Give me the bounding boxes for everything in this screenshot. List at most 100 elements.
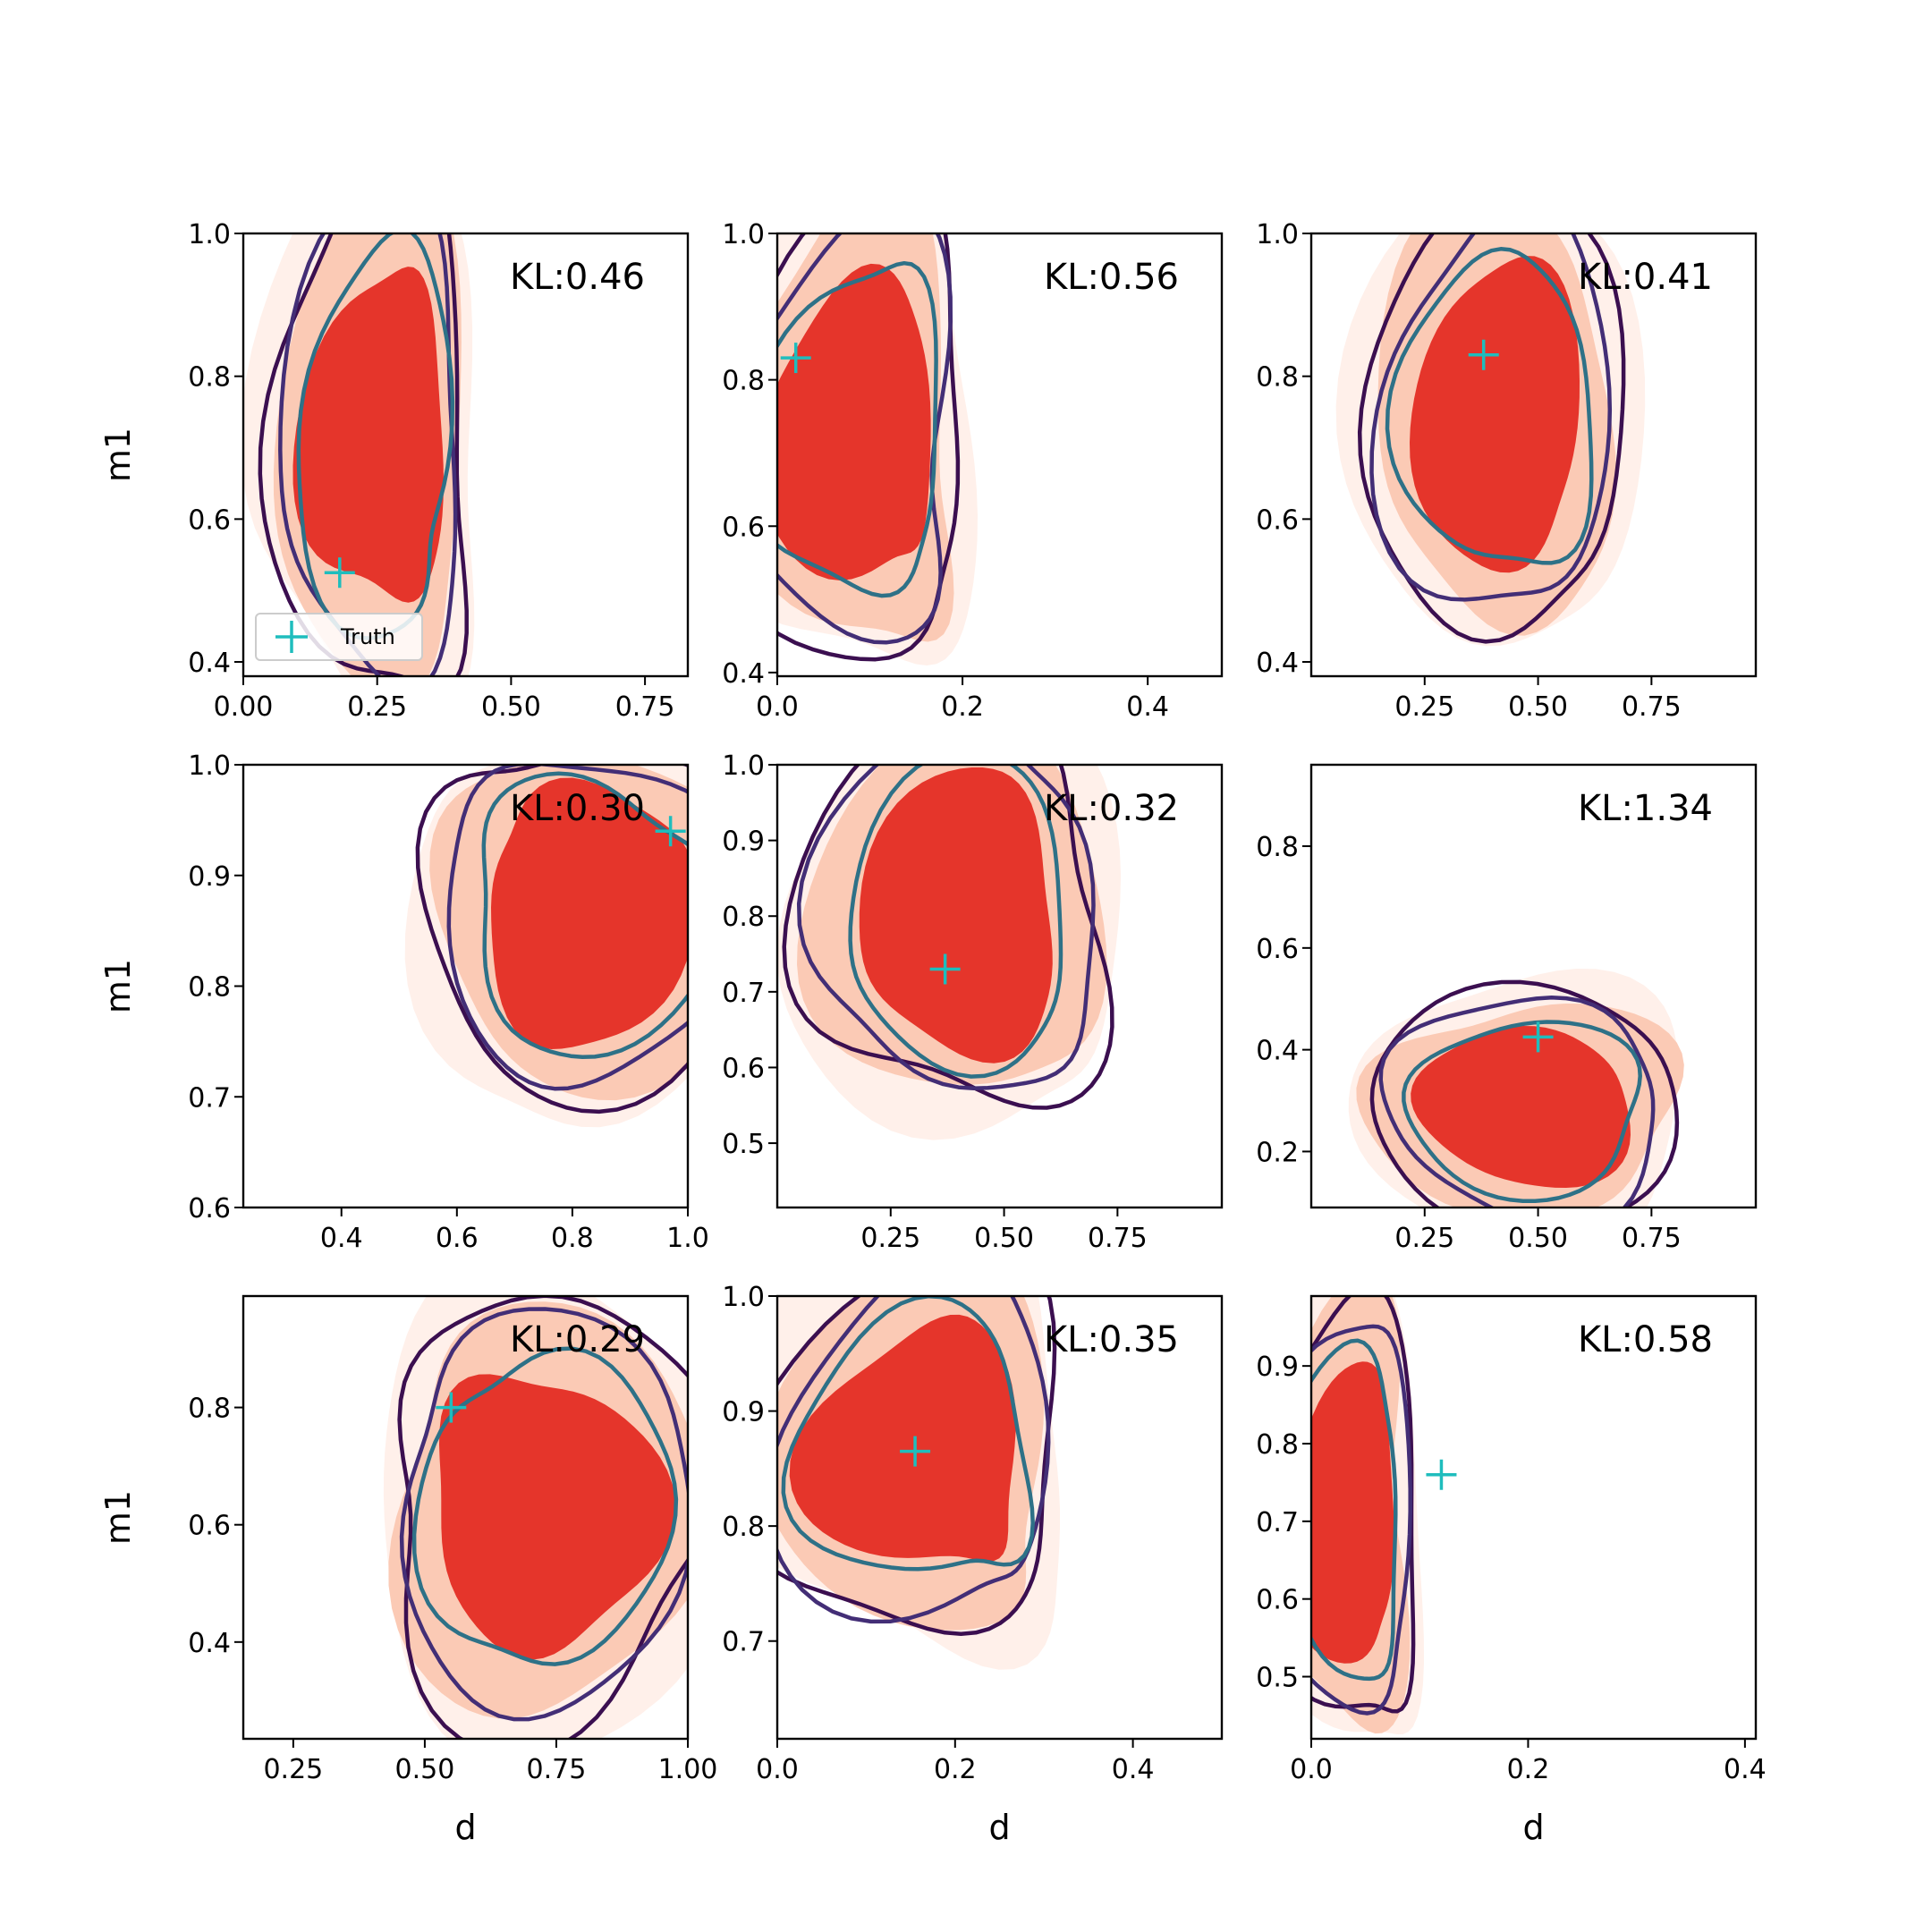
x-tick-label: 0.25: [860, 1223, 920, 1254]
density-fill-inner: [777, 263, 931, 580]
panel-2: 0.0 0.2 0.4 0.4 0.6 0.8 1.0 KL:0.56: [722, 219, 1224, 723]
density-fill-inner: [1411, 1026, 1631, 1188]
contour-outer: [1369, 979, 1680, 1208]
y-tick-label: 0.8: [722, 1512, 765, 1543]
y-tick-label: 0.9: [1256, 1352, 1299, 1383]
kl-annotation: KL:1.34: [1578, 788, 1713, 829]
axes-frame: [1309, 763, 1758, 1209]
panel-grid: 0.00 0.25 0.50 0.75 0.4 0.6 0.8 1.0 KL:0.46 m1 Tru…: [98, 219, 1767, 1847]
y-tick-label: 0.7: [722, 1627, 765, 1658]
contour-inner: [848, 765, 1063, 1079]
x-tick-label: 0.50: [481, 691, 541, 723]
y-tick-label: 0.9: [188, 861, 231, 893]
x-tick-label: 0.00: [214, 691, 274, 723]
x-tick-label: 0.6: [436, 1223, 479, 1254]
truth-marker: [436, 1392, 467, 1423]
kl-annotation: KL:0.56: [1044, 257, 1179, 298]
y-tick-label: 0.7: [1256, 1507, 1299, 1538]
contour-inner: [1402, 1020, 1642, 1204]
truth-marker: [929, 953, 961, 985]
panel-1: 0.00 0.25 0.50 0.75 0.4 0.6 0.8 1.0 KL:0.46 m1 Tru…: [98, 219, 690, 723]
axes-frame: [242, 1294, 690, 1741]
x-tick-label: 0.2: [934, 1754, 977, 1785]
x-tick-label: 0.75: [1088, 1223, 1148, 1254]
axes-frame: [1309, 1294, 1758, 1741]
y-tick-label: 0.8: [722, 902, 765, 933]
truth-marker: [655, 816, 686, 847]
kl-annotation: KL:0.41: [1578, 257, 1713, 298]
y-tick-label: 0.9: [722, 1397, 765, 1428]
y-tick-label: 0.8: [1256, 832, 1299, 863]
contour-mid: [1378, 996, 1656, 1208]
contour-outer: [397, 1296, 688, 1739]
density-plot: [243, 233, 475, 676]
contour-inner: [1311, 1338, 1398, 1682]
density-fill-inner: [491, 777, 688, 1049]
density-plot: [404, 765, 688, 1128]
contour-outer: [1357, 233, 1626, 644]
contour-outer: [415, 765, 688, 1114]
kl-annotation: KL:0.32: [1044, 788, 1179, 829]
contour-mid: [278, 233, 458, 676]
contour-mid: [399, 1307, 688, 1722]
density-plot: [383, 1296, 688, 1739]
x-tick-label: 0.4: [1112, 1754, 1155, 1785]
y-tick-label: 1.0: [188, 750, 231, 782]
y-axis-label: m1: [98, 428, 138, 482]
y-tick-label: 0.8: [188, 362, 231, 394]
density-plot: [1348, 969, 1684, 1208]
y-tick-label: 1.0: [188, 219, 231, 250]
x-tick-label: 0.4: [1724, 1754, 1767, 1785]
contour-outer: [777, 1296, 1057, 1637]
y-tick-label: 0.8: [1256, 1429, 1299, 1461]
x-tick-label: 0.0: [1290, 1754, 1333, 1785]
y-tick-label: 1.0: [722, 750, 765, 782]
x-tick-label: 0.25: [1394, 691, 1454, 723]
x-tick-label: 1.00: [658, 1754, 718, 1785]
density-fill-inner: [292, 267, 444, 603]
y-tick-label: 0.6: [722, 512, 765, 543]
y-tick-label: 0.6: [722, 1053, 765, 1084]
axes-frame: [242, 232, 690, 678]
density-plot: [777, 765, 1122, 1140]
legend-box: [255, 613, 423, 661]
legend-truth-marker: [275, 621, 308, 653]
x-tick-label: 0.2: [1507, 1754, 1550, 1785]
y-axis-label: m1: [98, 1490, 138, 1545]
y-tick-label: 0.8: [188, 1394, 231, 1425]
contour-mid: [777, 1296, 1051, 1624]
axes-frame: [1309, 232, 1758, 678]
kl-annotation: KL:0.35: [1044, 1319, 1179, 1360]
truth-marker: [1522, 1021, 1554, 1053]
y-tick-label: 0.4: [1256, 648, 1299, 679]
contour-outer: [258, 233, 469, 676]
contour-outer: [1311, 1296, 1416, 1714]
x-tick-label: 0.75: [615, 691, 675, 723]
density-fill-inner: [859, 767, 1053, 1063]
contour-mid: [777, 233, 953, 645]
kl-annotation: KL:0.58: [1578, 1319, 1713, 1360]
kl-annotation: KL:0.30: [510, 788, 645, 829]
contour-inner: [781, 1296, 1035, 1572]
legend: Truth: [255, 613, 423, 661]
y-tick-label: 0.6: [188, 1193, 231, 1224]
y-tick-label: 0.4: [1256, 1036, 1299, 1067]
contour-inner: [1385, 247, 1594, 565]
panel-5: 0.25 0.50 0.75 0.5 0.6 0.7 0.8 0.9 1.0 KL:0.32: [722, 750, 1224, 1254]
panel-4: 0.4 0.6 0.8 1.0 0.6 0.7 0.8 0.9 1.0 KL:0.30 m1: [98, 750, 709, 1254]
panel-8: 0.0 0.2 0.4 0.7 0.8 0.9 1.0 KL:0.35 d: [722, 1282, 1224, 1847]
y-tick-label: 0.8: [188, 972, 231, 1004]
x-tick-label: 0.4: [320, 1223, 363, 1254]
contour-outer: [782, 765, 1114, 1110]
density-plot: [777, 233, 978, 665]
panel-3: 0.25 0.50 0.75 0.4 0.6 0.8 1.0 KL:0.41: [1256, 219, 1758, 723]
density-plot: [1335, 233, 1646, 647]
x-tick-label: 0.0: [756, 691, 799, 723]
x-tick-label: 0.50: [395, 1754, 455, 1785]
axes-frame: [775, 1294, 1224, 1741]
y-tick-label: 0.9: [722, 826, 765, 858]
contour-inner: [777, 260, 938, 598]
truth-marker: [324, 557, 355, 589]
panel-7: 0.25 0.50 0.75 1.00 0.4 0.6 0.8 KL:0.29 m1 d: [98, 1294, 718, 1847]
x-tick-label: 0.25: [263, 1754, 323, 1785]
